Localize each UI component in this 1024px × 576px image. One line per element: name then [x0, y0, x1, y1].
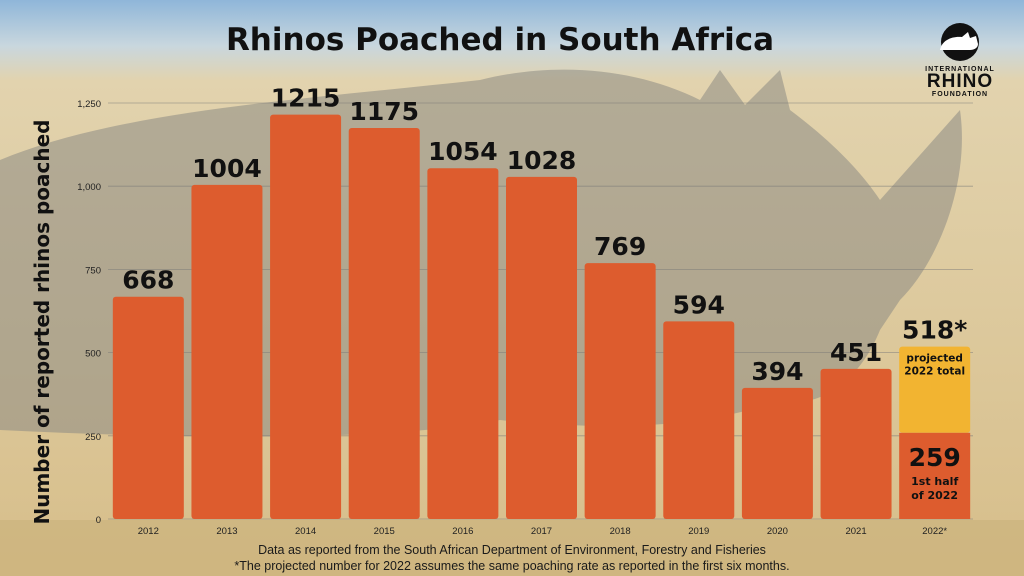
value-label: 451	[830, 338, 882, 367]
bar-projected-total	[899, 346, 971, 433]
value-labels: 668 1004 1215 1175 1054 1028 769 594 394 451 518* p…	[122, 84, 967, 502]
bar	[506, 176, 577, 520]
x-tick-label: 2013	[216, 526, 237, 537]
bar	[663, 321, 735, 519]
x-tick-label: 2014	[295, 526, 316, 537]
value-label: 1028	[507, 146, 577, 175]
y-tick-label: 500	[85, 349, 101, 360]
y-tick-label: 1,000	[77, 182, 101, 193]
footer-source: Data as reported from the South African …	[258, 543, 766, 557]
bar	[741, 387, 813, 519]
value-label: 1004	[192, 154, 262, 183]
first-half-caption: of 2022	[911, 489, 958, 502]
x-tick-label: 2018	[610, 526, 631, 537]
bar	[820, 368, 892, 519]
x-tick-label: 2016	[452, 526, 473, 537]
projected-caption: 2022 total	[904, 366, 965, 378]
bars	[112, 114, 971, 520]
value-label-projected-total: 518*	[902, 316, 967, 345]
x-tick-label: 2017	[531, 526, 552, 537]
value-label: 394	[751, 357, 803, 386]
logo-line-3: FOUNDATION	[931, 91, 989, 98]
logo-line-1: INTERNATIONAL	[925, 66, 995, 73]
chart-title: Rhinos Poached in South Africa	[225, 22, 775, 58]
x-tick-label: 2022*	[922, 526, 947, 537]
value-label: 594	[673, 290, 725, 319]
first-half-caption: 1st half	[911, 475, 958, 488]
logo-line-2: RHINO	[926, 71, 994, 92]
x-tick-labels: 2012 2013 2014 2015 2016 2017 2018 2019 2020 2021…	[138, 526, 948, 537]
value-label: 769	[594, 232, 646, 261]
x-tick-label: 2019	[688, 526, 709, 537]
value-label: 1054	[428, 137, 498, 166]
projected-caption: projected	[906, 353, 963, 365]
bar	[348, 127, 420, 520]
bar-first-half	[899, 432, 971, 519]
bar	[427, 168, 499, 519]
bar	[584, 263, 656, 519]
value-label: 668	[122, 266, 174, 295]
bar	[270, 114, 342, 519]
y-tick-label: 250	[85, 432, 101, 443]
x-tick-label: 2012	[138, 526, 159, 537]
rhino-foundation-logo: INTERNATIONAL RHINO FOUNDATION	[910, 22, 1010, 108]
x-tick-label: 2020	[767, 526, 788, 537]
value-label: 259	[909, 443, 961, 472]
rhino-logo-icon	[940, 23, 979, 61]
y-tick-labels: 0 250 500 750 1,000 1,250	[77, 99, 101, 526]
y-tick-label: 750	[85, 265, 101, 276]
x-tick-label: 2021	[845, 526, 866, 537]
y-tick-label: 0	[96, 515, 101, 526]
x-tick-label: 2015	[374, 526, 395, 537]
footer-note: *The projected number for 2022 assumes t…	[234, 559, 790, 573]
value-label: 1215	[271, 84, 341, 113]
y-tick-label: 1,250	[77, 99, 101, 110]
value-label: 1175	[349, 97, 419, 126]
bar	[191, 184, 263, 519]
bar	[112, 296, 184, 519]
